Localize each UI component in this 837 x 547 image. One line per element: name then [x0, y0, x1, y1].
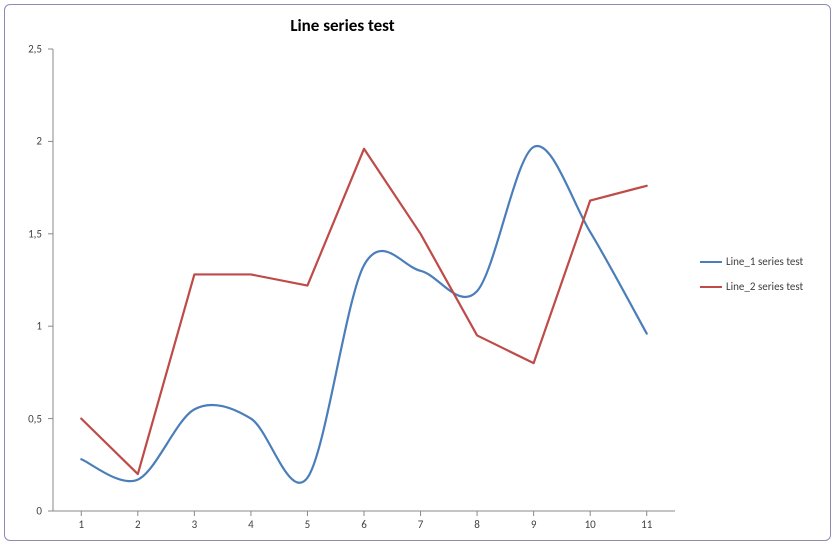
x-tick-label: 2	[135, 518, 141, 531]
legend-item-0: Line_1 series test	[700, 255, 803, 268]
legend: Line_1 series test Line_2 series test	[700, 255, 803, 293]
legend-item-1: Line_2 series test	[700, 280, 803, 293]
x-tick-label: 5	[305, 518, 311, 531]
chart-title: Line series test	[5, 15, 680, 36]
legend-swatch-0	[700, 261, 722, 263]
x-tick-label: 7	[418, 518, 424, 531]
series-line-0	[81, 146, 646, 483]
legend-swatch-1	[700, 286, 722, 288]
y-tick-label: 0,5	[28, 412, 42, 425]
legend-label-1: Line_2 series test	[726, 280, 803, 293]
x-tick-label: 4	[248, 518, 254, 531]
plot-area: 00,511,522,51234567891011	[53, 49, 675, 511]
x-tick-label: 9	[531, 518, 537, 531]
x-tick-label: 11	[641, 518, 652, 531]
x-tick-label: 8	[474, 518, 480, 531]
chart-frame: Line series test 00,511,522,512345678910…	[4, 4, 831, 541]
x-tick-label: 1	[78, 518, 84, 531]
y-tick-label: 0	[36, 505, 42, 518]
x-tick-label: 10	[585, 518, 596, 531]
x-tick-label: 6	[361, 518, 367, 531]
legend-label-0: Line_1 series test	[726, 255, 803, 268]
y-tick-label: 2,5	[28, 43, 42, 56]
plot-svg	[53, 49, 675, 518]
x-tick-label: 3	[192, 518, 198, 531]
series-line-1	[81, 149, 646, 474]
y-tick-label: 1	[36, 320, 42, 333]
y-tick-label: 1,5	[28, 227, 42, 240]
y-tick-label: 2	[36, 135, 42, 148]
